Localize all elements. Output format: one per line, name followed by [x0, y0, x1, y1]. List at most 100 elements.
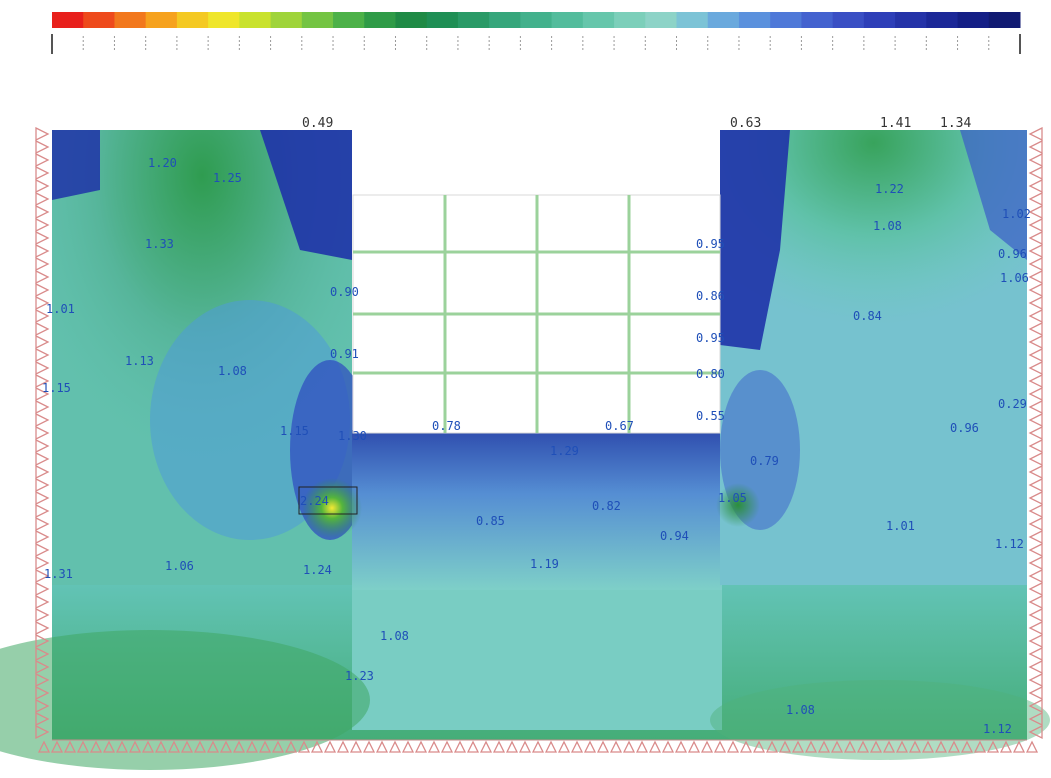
roller-support [1028, 347, 1043, 363]
label: 0.85 [476, 514, 505, 528]
scale-swatch [333, 12, 365, 28]
roller-support [1028, 594, 1043, 610]
pin-support [141, 740, 155, 753]
roller-support [35, 620, 50, 636]
label: 1.29 [550, 444, 579, 458]
roller-support [1028, 152, 1043, 168]
roller-support [1028, 256, 1043, 272]
roller-support [35, 542, 50, 558]
pin-support [596, 740, 610, 753]
roller-support [1028, 633, 1043, 649]
label: 0.79 [750, 454, 779, 468]
pin-support [245, 740, 259, 753]
roller-support [35, 243, 50, 259]
label: 0.95 [696, 331, 725, 345]
pin-support [661, 740, 675, 753]
label: 1.31 [44, 567, 73, 581]
roller-support [35, 568, 50, 584]
contour-labels: 0.49 0.63 1.41 1.34 1.20 1.25 1.33 1.01 … [42, 116, 1031, 736]
roller-support [35, 724, 50, 740]
pin-support [206, 740, 220, 753]
roller-support [35, 594, 50, 610]
roller-support [35, 490, 50, 506]
roller-support [1028, 230, 1043, 246]
scale-swatch [895, 12, 927, 28]
pin-support [921, 740, 935, 753]
pin-support [414, 740, 428, 753]
pin-support [531, 740, 545, 753]
pin-support [453, 740, 467, 753]
roller-support [1028, 399, 1043, 415]
roller-support [1028, 412, 1043, 428]
label: 1.12 [983, 722, 1012, 736]
pin-support [908, 740, 922, 753]
pin-support [518, 740, 532, 753]
roller-support [1028, 308, 1043, 324]
label: 1.12 [995, 537, 1024, 551]
label: 0.29 [998, 397, 1027, 411]
roller-support [1028, 269, 1043, 285]
pin-support [557, 740, 571, 753]
roller-support [1028, 542, 1043, 558]
pin-support [635, 740, 649, 753]
label: 1.08 [873, 219, 902, 233]
roller-support [1028, 282, 1043, 298]
label: 0.80 [696, 367, 725, 381]
label: 1.34 [940, 116, 971, 131]
roller-support [1028, 685, 1043, 701]
pin-support [115, 740, 129, 753]
label: 1.41 [880, 116, 911, 131]
pin-support [1025, 740, 1039, 753]
label: 1.15 [280, 424, 309, 438]
roller-support [1028, 516, 1043, 532]
label: 0.96 [950, 421, 979, 435]
roller-support [35, 464, 50, 480]
pin-support [765, 740, 779, 753]
label: 1.02 [1002, 207, 1031, 221]
label: 1.06 [165, 559, 194, 573]
roller-support [1028, 217, 1043, 233]
scale-swatch [145, 12, 178, 28]
pin-support [947, 740, 961, 753]
label: 1.01 [886, 519, 915, 533]
pin-support [934, 740, 948, 753]
roller-support [1028, 178, 1043, 194]
pin-support [583, 740, 597, 753]
roller-support [1028, 464, 1043, 480]
label: 2.24 [300, 494, 329, 508]
roller-support [35, 633, 50, 649]
pin-support [362, 740, 376, 753]
color-scale-bar [51, 12, 1021, 54]
label: 0.94 [660, 529, 689, 543]
scale-swatch [208, 12, 240, 28]
pin-support [544, 740, 558, 753]
scale-swatch [832, 12, 865, 28]
pin-support [726, 740, 740, 753]
roller-support [35, 529, 50, 545]
roller-support [1028, 321, 1043, 337]
roller-support [35, 438, 50, 454]
label: 1.19 [530, 557, 559, 571]
scale-swatch [270, 12, 303, 28]
label: 1.08 [380, 629, 409, 643]
pin-support [700, 740, 714, 753]
pin-support [401, 740, 415, 753]
pin-support [882, 740, 896, 753]
roller-support [35, 555, 50, 571]
stress-hotspot-left [302, 478, 362, 538]
roller-support [35, 451, 50, 467]
roller-support [1028, 386, 1043, 402]
label: 0.78 [432, 419, 461, 433]
roller-support [35, 659, 50, 675]
roller-support [35, 672, 50, 688]
label: 1.20 [148, 156, 177, 170]
roller-support [35, 256, 50, 272]
roller-support [35, 334, 50, 350]
roller-support [1028, 438, 1043, 454]
label: 0.90 [330, 285, 359, 299]
roller-support [35, 347, 50, 363]
scale-swatch [457, 12, 490, 28]
scale-swatch [551, 12, 584, 28]
pin-support [479, 740, 493, 753]
